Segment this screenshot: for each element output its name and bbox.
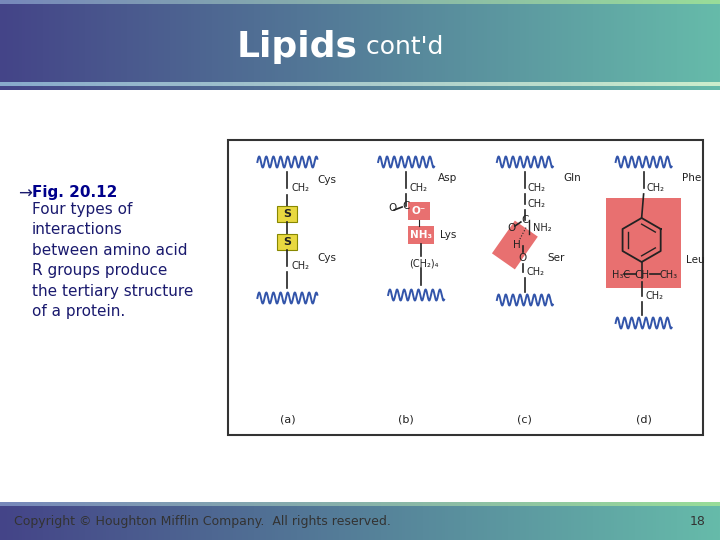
Text: CH₃: CH₃ <box>660 270 678 280</box>
Bar <box>228 140 703 435</box>
Text: S: S <box>284 237 292 247</box>
Text: Copyright © Houghton Mifflin Company.  All rights reserved.: Copyright © Houghton Mifflin Company. Al… <box>14 515 391 528</box>
Text: H₃C: H₃C <box>611 270 630 280</box>
Text: O: O <box>507 223 515 233</box>
Text: Lipids: Lipids <box>237 30 358 64</box>
Text: (CH₂)₄: (CH₂)₄ <box>409 259 438 269</box>
FancyBboxPatch shape <box>277 206 297 222</box>
Text: CH₂: CH₂ <box>646 291 664 301</box>
Bar <box>408 202 430 220</box>
Text: C: C <box>402 201 410 211</box>
Text: S: S <box>284 209 292 219</box>
Text: Ser: Ser <box>547 253 564 263</box>
Text: O: O <box>388 203 397 213</box>
Text: Gln: Gln <box>563 173 580 183</box>
Text: cont'd: cont'd <box>358 35 444 59</box>
Text: Fig. 20.12: Fig. 20.12 <box>32 185 117 200</box>
Text: (c): (c) <box>518 415 532 425</box>
Text: Phe: Phe <box>682 173 701 183</box>
Text: Four types of
interactions
between amino acid
R groups produce
the tertiary stru: Four types of interactions between amino… <box>32 202 194 319</box>
Text: H: H <box>513 240 521 250</box>
Text: (b): (b) <box>398 415 414 425</box>
Text: CH₂: CH₂ <box>409 183 427 193</box>
FancyBboxPatch shape <box>277 234 297 250</box>
Text: Cys: Cys <box>318 175 336 185</box>
Text: Asp: Asp <box>438 173 457 183</box>
Bar <box>606 198 680 288</box>
Text: →: → <box>18 185 32 203</box>
Text: 18: 18 <box>690 515 706 528</box>
Text: NH₃: NH₃ <box>410 230 432 240</box>
Text: (a): (a) <box>279 415 295 425</box>
Bar <box>408 226 434 244</box>
Text: CH₂: CH₂ <box>527 267 545 277</box>
Text: Leu: Leu <box>685 255 704 265</box>
Text: CH₂: CH₂ <box>528 199 546 209</box>
Text: NH₂: NH₂ <box>533 223 552 233</box>
Text: O⁻: O⁻ <box>412 206 426 216</box>
Text: CH: CH <box>634 270 649 280</box>
Text: O: O <box>518 253 527 263</box>
Polygon shape <box>492 220 538 269</box>
Text: (d): (d) <box>636 415 652 425</box>
Text: Lys: Lys <box>440 230 456 240</box>
Text: CH₂: CH₂ <box>292 183 310 193</box>
Text: CH₂: CH₂ <box>292 261 310 271</box>
Text: Cys: Cys <box>318 253 336 263</box>
Text: CH₂: CH₂ <box>528 183 546 193</box>
Bar <box>0 90 720 502</box>
Text: C: C <box>521 215 528 225</box>
Text: CH₂: CH₂ <box>647 183 665 193</box>
